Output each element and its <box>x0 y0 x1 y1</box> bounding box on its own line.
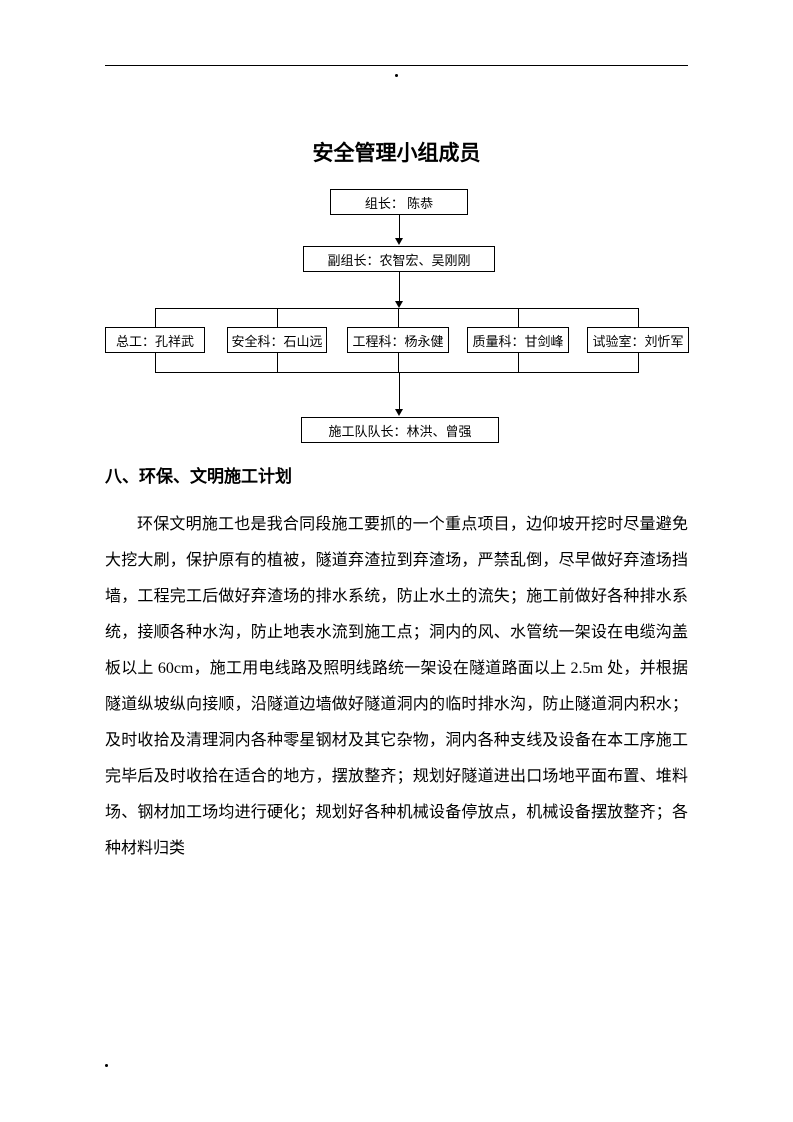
edge-h-4 <box>155 308 639 309</box>
node-dept-1: 安全科：石山远 <box>227 327 327 353</box>
edge-v-13 <box>518 353 519 372</box>
section-body: 环保文明施工也是我合同段施工要抓的一个重点项目，边仰坡开挖时尽量避免大挖大刷，保… <box>105 507 688 867</box>
node-dept-0: 总工：孔祥武 <box>105 327 205 353</box>
footer-dot <box>105 1064 108 1067</box>
arrowhead-3 <box>395 301 403 308</box>
edge-v-12 <box>398 353 399 372</box>
edge-v-14 <box>638 353 639 372</box>
arrowhead-17 <box>395 409 403 416</box>
edge-v-9 <box>638 308 639 327</box>
header-dot <box>395 74 398 77</box>
node-team-leader: 施工队队长：林洪、曾强 <box>301 417 499 443</box>
node-dept-2: 工程科：杨永健 <box>347 327 449 353</box>
edge-h-15 <box>155 372 639 373</box>
edge-v-7 <box>398 308 399 327</box>
edge-v-5 <box>155 308 156 327</box>
edge-v-6 <box>277 308 278 327</box>
edge-v-2 <box>399 272 400 301</box>
edge-v-0 <box>399 215 400 238</box>
header-rule <box>105 65 688 66</box>
org-chart: 组长： 陈恭副组长：农智宏、吴刚刚总工：孔祥武安全科：石山远工程科：杨永健质量科… <box>105 189 688 444</box>
node-dept-3: 质量科：甘剑峰 <box>467 327 569 353</box>
edge-v-16 <box>399 372 400 409</box>
section-heading: 八、环保、文明施工计划 <box>105 462 688 487</box>
node-deputy: 副组长：农智宏、吴刚刚 <box>303 246 495 272</box>
chart-title: 安全管理小组成员 <box>105 137 688 167</box>
edge-v-11 <box>277 353 278 372</box>
edge-v-10 <box>155 353 156 372</box>
edge-v-8 <box>518 308 519 327</box>
arrowhead-1 <box>395 238 403 245</box>
node-dept-4: 试验室：刘忻军 <box>587 327 689 353</box>
node-leader: 组长： 陈恭 <box>330 189 468 215</box>
